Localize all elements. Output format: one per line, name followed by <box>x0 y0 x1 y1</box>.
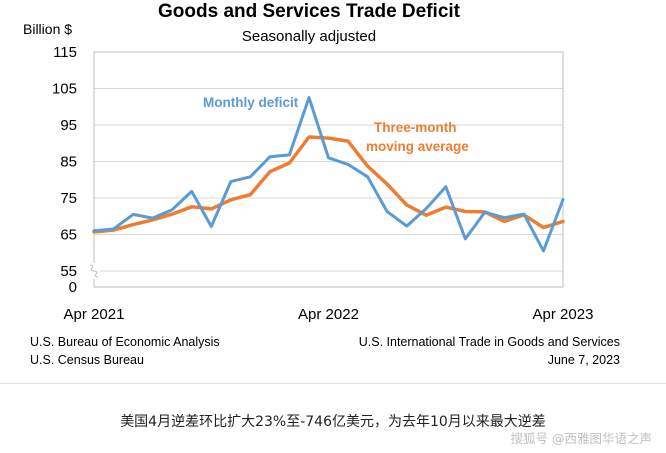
gridlines <box>94 51 563 272</box>
y-tick-0: 0 <box>69 279 77 296</box>
release-date: June 7, 2023 <box>548 353 620 367</box>
watermark: 搜狐号 @西雅图华语之声 <box>510 431 652 446</box>
article-caption: 美国4月逆差环比扩大23%至-746亿美元，为去年10月以来最大逆差 <box>120 414 546 430</box>
series-label-moving-avg-line1: Three-month <box>374 120 457 135</box>
series-label-moving-avg-line2: moving average <box>366 139 469 154</box>
x-tick-apr-2022: Apr 2022 <box>298 306 359 323</box>
chart-subtitle: Seasonally adjusted <box>242 28 376 45</box>
x-tick-apr-2021: Apr 2021 <box>64 306 125 323</box>
y-tick-95: 95 <box>60 117 77 134</box>
y-tick-85: 85 <box>60 154 77 171</box>
y-axis-label: Billion $ <box>23 21 72 37</box>
x-tick-labels: Apr 2021 Apr 2022 Apr 2023 <box>64 306 594 323</box>
y-tick-55: 55 <box>60 263 77 280</box>
chart-title: Goods and Services Trade Deficit <box>158 1 461 22</box>
y-tick-65: 65 <box>60 227 77 244</box>
divider <box>0 383 666 384</box>
release-title: U.S. International Trade in Goods and Se… <box>359 335 620 349</box>
source-bea: U.S. Bureau of Economic Analysis <box>30 335 220 349</box>
series-label-monthly: Monthly deficit <box>203 95 299 110</box>
y-tick-labels: 055 65 75 85 95 105 115 <box>52 44 77 296</box>
x-tick-apr-2023: Apr 2023 <box>533 306 594 323</box>
axis-break-mark <box>88 263 100 279</box>
source-census: U.S. Census Bureau <box>30 353 144 367</box>
monthly-deficit-line <box>92 96 565 253</box>
y-tick-75: 75 <box>60 190 77 207</box>
moving-average-line <box>92 135 565 234</box>
plot-frame <box>93 51 564 288</box>
y-tick-105: 105 <box>52 81 77 98</box>
data-series <box>92 96 565 253</box>
y-tick-115: 115 <box>53 44 77 61</box>
